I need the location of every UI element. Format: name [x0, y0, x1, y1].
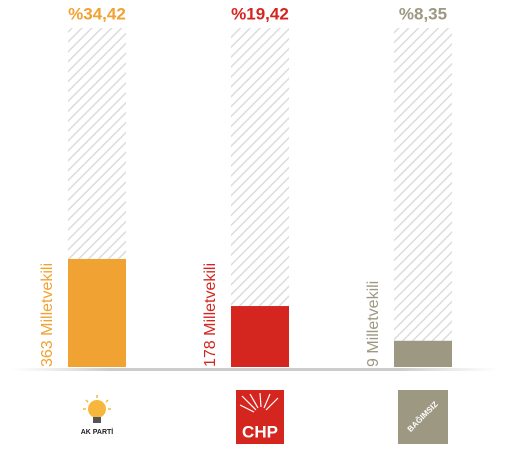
bar-background [394, 28, 452, 367]
logo-chp-arrows [239, 392, 279, 413]
value-label: %34,42 [68, 4, 126, 23]
category-label: AK PARTİ [81, 428, 114, 436]
logo-independent [398, 390, 448, 444]
seat-label: 9 Milletvekili [365, 281, 382, 367]
value-label: %19,42 [231, 4, 289, 23]
baseline [10, 368, 500, 371]
bar [231, 306, 289, 367]
seat-label: 363 Milletvekili [39, 263, 56, 367]
logo-akp [83, 395, 111, 423]
seat-label: 178 Milletvekili [202, 263, 219, 367]
bar [394, 340, 452, 367]
category-label: CHP [242, 422, 278, 441]
bar [68, 258, 126, 367]
value-label: %8,35 [399, 4, 447, 23]
